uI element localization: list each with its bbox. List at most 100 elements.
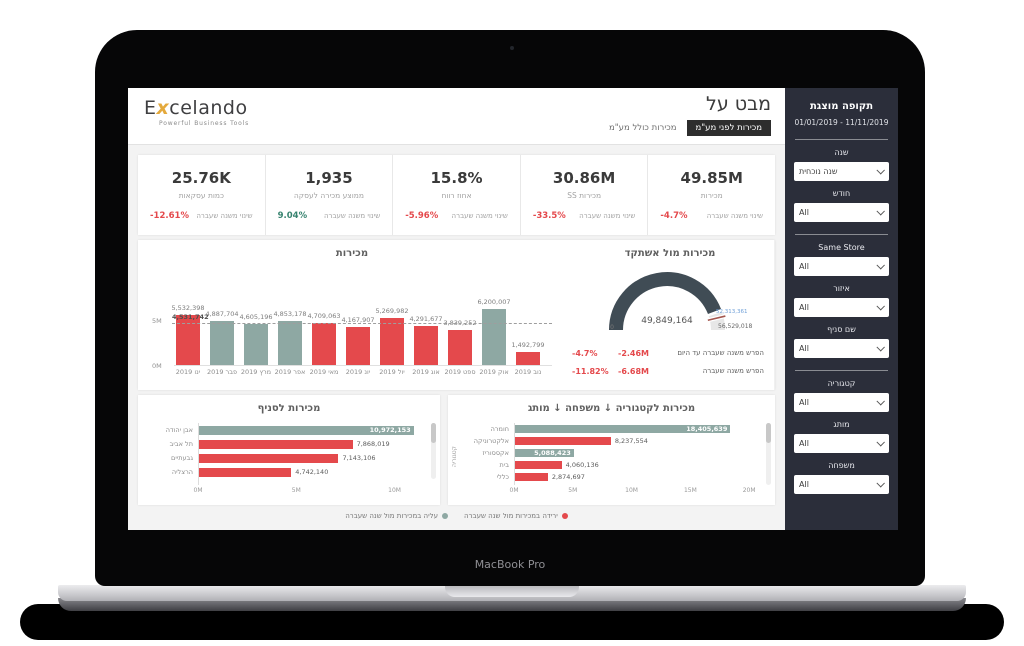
filter-dropdown[interactable]: All [794, 298, 889, 317]
sales-x-label: פבר 2019 [206, 368, 238, 376]
sales-bar-column[interactable]: 4,887,704 פבר 2019 [205, 272, 238, 376]
sales-y-tick: 0M [152, 362, 162, 370]
chevron-down-icon[interactable] [876, 261, 885, 270]
average-line-label: 4,531,742 [172, 313, 209, 321]
hbar-track: 7,868,019 [198, 439, 426, 449]
sales-bar[interactable] [380, 318, 404, 365]
gauge-min-label: 0 [610, 324, 614, 331]
sales-bar-column[interactable]: 4,853,178 אפר 2019 [273, 272, 306, 376]
hbar-row[interactable]: בית 4,060,136 [464, 459, 761, 471]
sales-bar[interactable] [278, 321, 302, 365]
filter-dropdown[interactable]: All [794, 434, 889, 453]
filter-dropdown[interactable]: All [794, 393, 889, 412]
hbar-row[interactable]: תל אביב 7,868,019 [146, 437, 426, 451]
sales-x-label: אוג 2019 [412, 368, 440, 376]
sales-bar[interactable] [244, 324, 268, 365]
dashboard-main: Excelando Powerful Business Tools מבט על… [128, 88, 785, 530]
chevron-down-icon[interactable] [876, 166, 885, 175]
hbar-category-label: אבן יהודה [165, 426, 193, 434]
sales-bar[interactable] [346, 327, 370, 365]
sales-bar-column[interactable]: 5,269,982 יול 2019 [375, 272, 408, 376]
hbar-row[interactable]: אבן יהודה 10,972,153 [146, 423, 426, 437]
hbar-row[interactable]: גבעתיים 7,143,106 [146, 451, 426, 465]
macbook-base-notch [445, 585, 579, 597]
filter-selected-value: All [799, 208, 809, 217]
kpi-card: 30.86M מכירות SS שינוי משנה שעברה -33.5% [519, 155, 648, 235]
chevron-down-icon[interactable] [876, 438, 885, 447]
gauge-arc-remainder [708, 311, 725, 331]
hbar-bar[interactable] [514, 461, 562, 469]
sales-bar[interactable] [210, 321, 234, 365]
macbook-model-label: MacBook Pro [474, 558, 546, 571]
chevron-down-icon[interactable] [876, 207, 885, 216]
hbar-row[interactable]: אקססוריז 5,088,423 [464, 447, 761, 459]
legend-item: עליה במכירות מול שנה שעברה [345, 512, 449, 520]
hbar-category-label: אלקטרוניקה [473, 437, 509, 445]
sales-bar[interactable] [516, 352, 540, 365]
scrollbar-thumb[interactable] [766, 423, 771, 443]
sales-bar-column[interactable]: 4,605,196 מרץ 2019 [239, 272, 272, 376]
gauge-value: 49,849,164 [641, 316, 693, 326]
hbar-row[interactable]: חומרה 18,405,639 [464, 423, 761, 435]
kpi-row: 49.85M מכירות שינוי משנה שעברה -4.7% 30.86M מ… [138, 155, 775, 235]
hbar-bar[interactable]: 10,972,153 [198, 425, 414, 435]
kpi-change-label: שינוי משנה שעברה [451, 212, 508, 220]
hbar-bar[interactable] [198, 467, 292, 477]
kpi-label: ממוצע מכירה לעסקה [293, 191, 364, 200]
hbar-bar[interactable]: 5,088,423 [514, 449, 574, 457]
sales-bar-value: 4,167,907 [341, 316, 375, 324]
scrollbar-track[interactable] [766, 423, 771, 485]
filter-dropdown[interactable]: All [794, 339, 889, 358]
macbook-lid: MacBook Pro Excelando Powerful Business … [95, 30, 925, 586]
kpi-value: 25.76K [171, 169, 231, 187]
category-chart-title: מכירות לקטגוריה ↓ משפחה ↓ מותג [527, 403, 696, 414]
scrollbar-thumb[interactable] [431, 423, 436, 443]
gauge-max-label: 56,529,018 [718, 323, 753, 330]
kpi-card: 15.8% אחוז רווח שינוי משנה שעברה -5.96% [392, 155, 520, 235]
sales-bar-column[interactable]: 4,167,907 יונ 2019 [341, 272, 374, 376]
sales-bar[interactable] [448, 330, 472, 365]
hbar-row[interactable]: הרצליה 4,742,140 [146, 465, 426, 479]
sales-bar-column[interactable]: 3,839,252 ספט 2019 [443, 272, 476, 376]
sales-bars: 5,532,398 ינו 2019 4,887,704 פבר 2019 4,605,… [171, 272, 544, 376]
sales-bar-column[interactable]: 6,200,007 אוק 2019 [477, 272, 510, 376]
kpi-change-row: שינוי משנה שעברה -4.7% [648, 211, 775, 221]
sales-x-label: נוב 2019 [514, 368, 542, 376]
hbar-row[interactable]: כללי 2,874,697 [464, 471, 761, 483]
sales-bar[interactable] [482, 309, 506, 365]
hbar-bar[interactable] [514, 473, 548, 481]
branch-sales-chart: מכירות לסניף אבן יהודה 10,972,153 תל אביב 7… [138, 395, 440, 505]
sales-bar-column[interactable]: 4,709,063 מאי 2019 [307, 272, 340, 376]
hbar-track: 10,972,153 [198, 425, 426, 435]
filter-dropdown[interactable]: שנה נוכחית [794, 162, 889, 181]
sales-bar-value: 5,532,398 [171, 304, 205, 312]
sales-bar-column[interactable]: 4,291,677 אוג 2019 [409, 272, 442, 376]
filter-selected-value: All [799, 480, 809, 489]
tab-sales-incl-vat[interactable]: מכירות כולל מע"מ [608, 123, 677, 133]
period-title: תקופה מוצגת [809, 101, 874, 112]
filter-dropdown[interactable]: All [794, 475, 889, 494]
hbar-category-label: אקססוריז [482, 449, 509, 457]
kpi-card: 25.76K כמות עסקאות שינוי משנה שעברה -12.61% [138, 155, 265, 235]
hbar-bar[interactable] [198, 439, 353, 449]
chevron-down-icon[interactable] [876, 397, 885, 406]
filter-selected-value: All [799, 262, 809, 271]
filter-dropdown[interactable]: All [794, 203, 889, 222]
sales-bar[interactable] [312, 323, 336, 365]
kpi-card: 49.85M מכירות שינוי משנה שעברה -4.7% [647, 155, 775, 235]
hbar-row[interactable]: אלקטרוניקה 8,237,554 [464, 435, 761, 447]
chevron-down-icon[interactable] [876, 479, 885, 488]
scrollbar-track[interactable] [431, 423, 436, 479]
gauge-arc[interactable] [592, 262, 742, 340]
sales-bar[interactable] [414, 326, 438, 365]
hbar-bar[interactable] [514, 437, 611, 445]
filter-dropdown[interactable]: All [794, 257, 889, 276]
chevron-down-icon[interactable] [876, 302, 885, 311]
hbar-category-label: גבעתיים [171, 454, 193, 462]
tab-sales-excl-vat[interactable]: מכירות לפני מע"מ [686, 120, 771, 136]
chevron-down-icon[interactable] [876, 343, 885, 352]
hbar-bar[interactable]: 18,405,639 [514, 425, 731, 433]
sales-bar-column[interactable]: 1,492,799 נוב 2019 [511, 272, 544, 376]
sales-bar-value: 6,200,007 [477, 298, 511, 306]
hbar-bar[interactable] [198, 453, 339, 463]
